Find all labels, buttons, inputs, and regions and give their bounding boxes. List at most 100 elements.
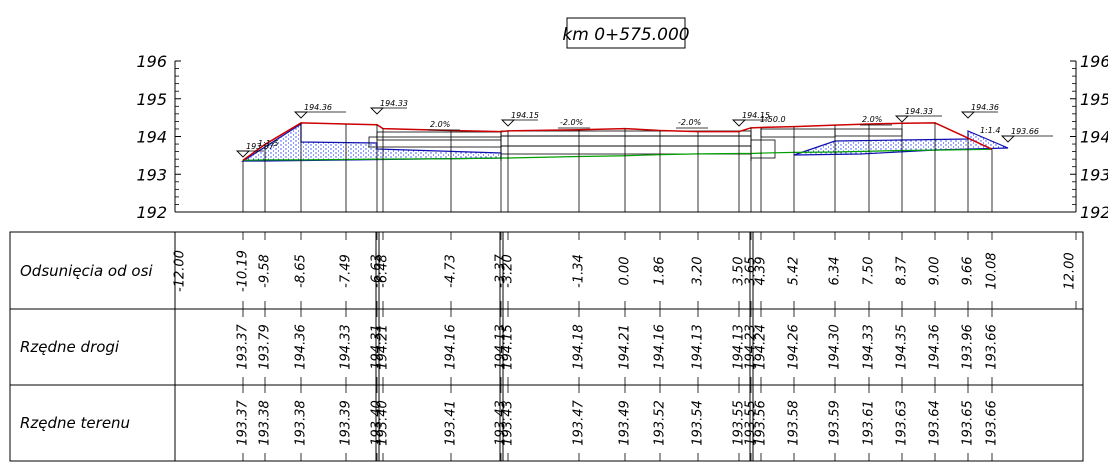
offset-value: 0.00 — [618, 257, 633, 286]
terrain-level-value: 193.55 — [732, 400, 747, 446]
offset-value: 9.66 — [961, 257, 976, 286]
level-marker-icon — [369, 107, 385, 115]
terrain-level-value: 193.65 — [961, 400, 976, 446]
offset-value: -4.73 — [444, 254, 459, 288]
terrain-level-value: 193.58 — [787, 400, 802, 446]
level-marker-icon — [293, 111, 309, 119]
pavement-layer — [376, 131, 502, 141]
terrain-level-value: 193.40 — [376, 400, 391, 446]
level-label: 194.33 — [905, 107, 933, 116]
road-level-value: 194.33 — [862, 324, 877, 370]
terrain-level-value: 193.49 — [618, 400, 633, 446]
offset-value: 7.50 — [862, 257, 877, 286]
pavement-layer — [760, 128, 836, 138]
level-label: 194.36 — [304, 103, 332, 112]
vertical-scales: 196 196 195 195 194 194 193 193 192 192 — [136, 52, 1108, 222]
road-level-value: 194.15 — [501, 324, 516, 370]
terrain-level-value: 193.38 — [294, 400, 309, 446]
offset-value: 9.00 — [928, 257, 943, 286]
offset-value: -6.63 — [370, 254, 385, 288]
road-level-value: 194.24 — [754, 324, 769, 370]
level-label: 194.33 — [380, 99, 408, 108]
road-level-value: 194.18 — [572, 324, 587, 370]
grade-label: -2.0% — [678, 118, 701, 127]
terrain-level-value: 193.38 — [258, 400, 273, 446]
terrain-level-value: 193.55 — [744, 400, 759, 446]
terrain-level-value: 193.56 — [754, 400, 769, 446]
offset-value: -3.20 — [501, 254, 516, 288]
road-level-value: 194.13 — [494, 324, 509, 370]
terrain-level-value: 193.59 — [828, 400, 843, 446]
level-marker-icon — [731, 119, 747, 127]
row-label-offsets: Odsunięcia od osi — [20, 262, 153, 280]
terrain-level-value: 193.39 — [339, 400, 354, 446]
station-lines — [242, 122, 993, 461]
level-marker-icon — [960, 111, 976, 119]
road-level-value: 194.13 — [732, 324, 747, 370]
grade-label: -2.0% — [560, 118, 583, 127]
road-level-value: 194.35 — [895, 324, 910, 370]
terrain-level-value: 193.61 — [862, 400, 877, 446]
offset-value: -10.19 — [236, 250, 251, 292]
road-level-value: 194.36 — [294, 324, 309, 370]
offset-value: -8.65 — [294, 254, 309, 288]
table-values: -12.00 -10.19 -9.58 -8.65 -7.49 -6.63-6.48 -4.… — [173, 232, 1078, 461]
grade-label: 2.0% — [430, 120, 450, 129]
pavement-layer — [500, 145, 752, 155]
level-label: 193.66 — [1011, 127, 1039, 136]
road-level-value: 194.33 — [339, 324, 354, 370]
level-label: 193.37 — [246, 142, 275, 151]
data-table-frame — [9, 231, 1084, 462]
terrain-level-value: 193.43 — [494, 400, 509, 446]
terrain-level-value: 193.43 — [501, 400, 516, 446]
level-label: 194.15 — [742, 111, 770, 120]
road-level-value: 194.23 — [744, 324, 759, 370]
road-level-value: 193.96 — [961, 324, 976, 370]
scale-label-right: 194 — [1080, 128, 1108, 147]
scale-label-left: 193 — [136, 165, 167, 184]
title-box — [566, 17, 686, 49]
slope-label-left: 1:1.5 — [258, 139, 279, 148]
offset-value: 6.34 — [828, 257, 843, 286]
slope-label-mid: 1:50.0 — [760, 115, 786, 124]
offset-value: 8.37 — [895, 256, 910, 286]
terrain-level-value: 193.52 — [653, 400, 668, 446]
earthwork-fill-area — [240, 122, 502, 162]
offset-value: 3.65 — [744, 257, 759, 286]
terrain-level-value: 193.54 — [691, 400, 706, 446]
scale-label-left: 196 — [136, 52, 167, 71]
offset-value: 5.42 — [787, 257, 802, 286]
profile-annotations: 194.36 194.33 194.15 194.15 194.33 194.36 193.… — [235, 99, 1053, 158]
pavement-layer — [500, 135, 752, 147]
level-marker-icon — [894, 115, 910, 123]
offset-value: -7.49 — [339, 254, 354, 288]
terrain-level-value: 193.63 — [895, 400, 910, 446]
terrain-level-value: 193.37 — [236, 400, 251, 446]
terrain-level-value: 193.47 — [572, 400, 587, 446]
road-level-value: 193.79 — [258, 324, 273, 370]
section-title: km 0+575.000 — [562, 25, 689, 45]
road-level-value: 194.26 — [787, 324, 802, 370]
road-level-value: 194.21 — [376, 324, 391, 370]
level-label: 194.36 — [971, 103, 999, 112]
scale-label-left: 192 — [136, 203, 167, 222]
level-marker-icon — [500, 119, 516, 127]
terrain-level-value: 193.40 — [370, 400, 385, 446]
road-level-value: 194.30 — [828, 324, 843, 370]
offset-value: 4.39 — [754, 257, 769, 286]
road-level-value: 193.37 — [236, 324, 251, 370]
grade-label: 2.0% — [862, 115, 882, 124]
scale-label-left: 195 — [136, 90, 167, 109]
road-level-value: 194.31 — [370, 324, 385, 370]
road-level-value: 194.16 — [444, 324, 459, 370]
level-label: 194.15 — [511, 111, 539, 120]
offset-value: -12.00 — [173, 250, 188, 292]
scale-label-right: 196 — [1080, 52, 1108, 71]
earthwork-fill-area — [793, 130, 1009, 156]
offset-value: 12.00 — [1063, 252, 1078, 289]
offset-value: -3.37 — [494, 253, 509, 287]
offset-value: -1.34 — [572, 254, 587, 288]
road-level-value: 194.16 — [653, 324, 668, 370]
terrain-level-value: 193.41 — [444, 400, 459, 446]
